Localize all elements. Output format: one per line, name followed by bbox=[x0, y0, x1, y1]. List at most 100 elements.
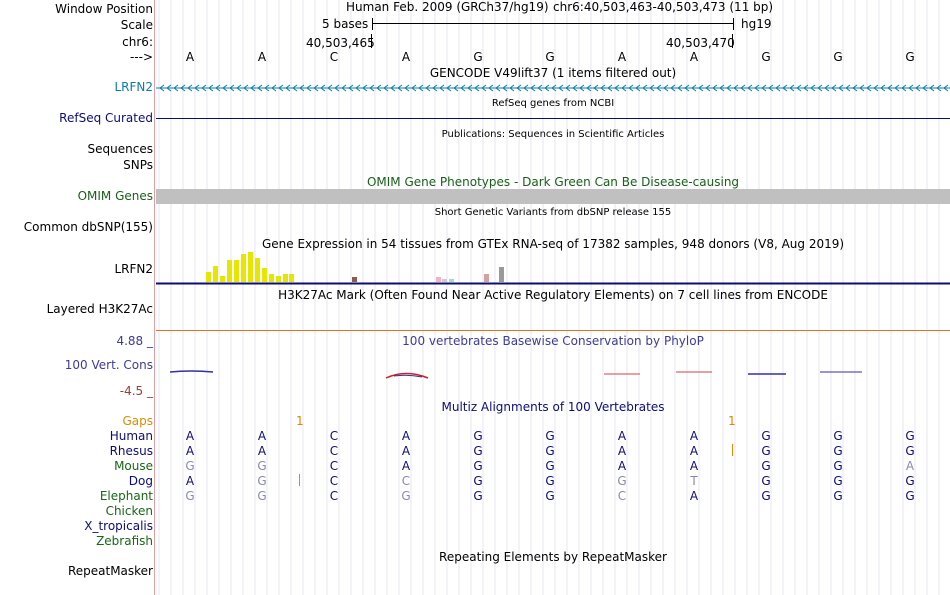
alignment-base: G bbox=[761, 459, 771, 473]
coord-left-tick bbox=[371, 34, 372, 48]
gtex-tissue-bar bbox=[449, 279, 454, 282]
scale-bar bbox=[372, 23, 733, 24]
alignment-base: G bbox=[473, 489, 483, 503]
gtex-tissue-bar bbox=[213, 266, 218, 282]
strand-arrow-label: ---> bbox=[129, 50, 153, 64]
gtex-tissue-bar bbox=[248, 252, 253, 282]
alignment-base: A bbox=[617, 444, 627, 458]
reference-base: A bbox=[185, 50, 195, 64]
alignment-base: G bbox=[833, 429, 843, 443]
gencode-gene-feature[interactable] bbox=[156, 82, 950, 94]
species-label[interactable]: Rhesus bbox=[109, 444, 153, 458]
alignment-base: G bbox=[905, 474, 915, 488]
reference-base: A bbox=[617, 50, 627, 64]
gtex-tissue-bar bbox=[269, 274, 274, 282]
insertion-marker bbox=[299, 474, 300, 486]
gtex-gene-label[interactable]: LRFN2 bbox=[114, 262, 153, 276]
alignment-base: A bbox=[617, 429, 627, 443]
gencode-track-title[interactable]: GENCODE V49lift37 (1 items filtered out) bbox=[429, 66, 677, 80]
species-label[interactable]: Elephant bbox=[99, 489, 153, 503]
omim-label[interactable]: OMIM Genes bbox=[77, 189, 153, 203]
phylop-min-label: -4.5 _ bbox=[119, 384, 153, 398]
refseq-track-title[interactable]: RefSeq genes from NCBI bbox=[491, 98, 615, 109]
repeatmasker-label[interactable]: RepeatMasker bbox=[67, 564, 153, 578]
h3k27ac-track-title[interactable]: H3K27Ac Mark (Often Found Near Active Re… bbox=[278, 288, 828, 302]
alignment-base: G bbox=[545, 444, 555, 458]
alignment-base: G bbox=[905, 489, 915, 503]
omim-track-title[interactable]: OMIM Gene Phenotypes - Dark Green Can Be… bbox=[366, 175, 740, 189]
gtex-tissue-bar bbox=[283, 274, 288, 282]
omim-feature[interactable] bbox=[156, 189, 950, 204]
alignment-base: C bbox=[617, 489, 627, 503]
alignment-base: A bbox=[185, 429, 195, 443]
label-separator bbox=[154, 0, 155, 595]
dbsnp-label[interactable]: Common dbSNP(155) bbox=[23, 220, 153, 234]
insertion-marker bbox=[732, 444, 733, 456]
gaps-label[interactable]: Gaps bbox=[122, 414, 153, 428]
multiz-track-title[interactable]: Multiz Alignments of 100 Vertebrates bbox=[441, 400, 665, 414]
refseq-gene-feature[interactable] bbox=[156, 118, 950, 119]
alignment-base: A bbox=[401, 444, 411, 458]
alignment-base: G bbox=[473, 444, 483, 458]
phylop-conservation-plot[interactable] bbox=[156, 364, 950, 384]
scale-bar-left-tick bbox=[372, 18, 373, 30]
alignment-base: A bbox=[617, 459, 627, 473]
alignment-base: A bbox=[401, 459, 411, 473]
alignment-base: G bbox=[761, 474, 771, 488]
alignment-base: G bbox=[545, 489, 555, 503]
gencode-gene-label[interactable]: LRFN2 bbox=[114, 80, 153, 94]
species-label[interactable]: X_tropicalis bbox=[84, 519, 153, 533]
alignment-base: G bbox=[401, 489, 411, 503]
alignment-base: G bbox=[905, 429, 915, 443]
alignment-base: G bbox=[473, 474, 483, 488]
phylop-track-title[interactable]: 100 vertebrates Basewise Conservation by… bbox=[402, 334, 704, 348]
alignment-base: A bbox=[689, 444, 699, 458]
alignment-base: A bbox=[689, 429, 699, 443]
sequences-label[interactable]: Sequences bbox=[87, 142, 153, 156]
window-position-label: Window Position bbox=[55, 2, 153, 16]
alignment-base: G bbox=[185, 489, 195, 503]
species-label[interactable]: Zebrafish bbox=[96, 534, 153, 548]
alignment-base: C bbox=[329, 429, 339, 443]
alignment-base: G bbox=[833, 474, 843, 488]
repeatmasker-track-title[interactable]: Repeating Elements by RepeatMasker bbox=[439, 550, 667, 564]
alignment-base: A bbox=[905, 459, 915, 473]
species-label[interactable]: Human bbox=[109, 429, 153, 443]
alignment-base: G bbox=[473, 459, 483, 473]
species-label[interactable]: Chicken bbox=[105, 504, 153, 518]
species-label[interactable]: Dog bbox=[128, 474, 153, 488]
alignment-base: A bbox=[185, 474, 195, 488]
alignment-base: A bbox=[257, 444, 267, 458]
coord-left: 40,503,465 bbox=[306, 36, 375, 50]
gtex-tissue-bar bbox=[442, 279, 447, 282]
gtex-track-title[interactable]: Gene Expression in 54 tissues from GTEx … bbox=[261, 237, 845, 251]
gtex-tissue-bar bbox=[241, 254, 246, 282]
reference-base: A bbox=[257, 50, 267, 64]
gap-marker: 1 bbox=[296, 414, 304, 428]
gtex-tissue-bar bbox=[499, 267, 504, 282]
dbsnp-track-title[interactable]: Short Genetic Variants from dbSNP releas… bbox=[434, 207, 672, 218]
position-label: chr6:40,503,463-40,503,473 (11 bp) bbox=[553, 0, 774, 14]
phylop-label[interactable]: 100 Vert. Cons bbox=[64, 358, 153, 372]
db-label: hg19 bbox=[741, 17, 772, 31]
alignment-base: G bbox=[257, 474, 267, 488]
scale-bar-right-tick bbox=[733, 18, 734, 30]
gtex-tissue-bar bbox=[352, 277, 357, 282]
alignment-base: G bbox=[545, 429, 555, 443]
phylop-max-label: 4.88 _ bbox=[116, 334, 153, 348]
alignment-base: A bbox=[689, 489, 699, 503]
alignment-base: A bbox=[185, 444, 195, 458]
scale-bar-text: 5 bases bbox=[322, 17, 369, 31]
assembly-label: Human Feb. 2009 (GRCh37/hg19) bbox=[346, 0, 549, 14]
reference-base: G bbox=[473, 50, 483, 64]
gtex-expression-bars[interactable] bbox=[156, 250, 950, 286]
gtex-tissue-bar bbox=[206, 272, 211, 282]
coord-right-tick bbox=[732, 34, 733, 48]
pubs-track-title[interactable]: Publications: Sequences in Scientific Ar… bbox=[441, 129, 665, 140]
h3k27ac-baseline[interactable] bbox=[156, 330, 950, 331]
snps-label[interactable]: SNPs bbox=[123, 158, 153, 172]
alignment-base: G bbox=[473, 429, 483, 443]
refseq-label[interactable]: RefSeq Curated bbox=[59, 111, 153, 125]
h3k27ac-label[interactable]: Layered H3K27Ac bbox=[46, 302, 153, 316]
species-label[interactable]: Mouse bbox=[114, 459, 153, 473]
